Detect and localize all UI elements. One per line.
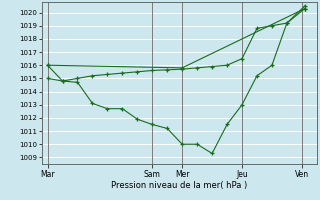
X-axis label: Pression niveau de la mer( hPa ): Pression niveau de la mer( hPa ) xyxy=(111,181,247,190)
